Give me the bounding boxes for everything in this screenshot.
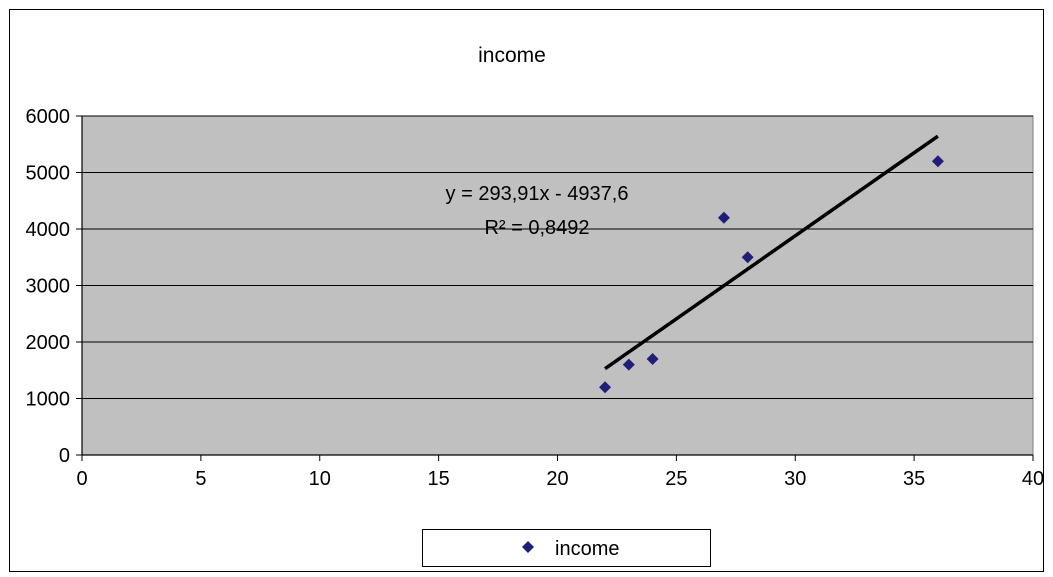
data-point-0-4: [741, 251, 754, 264]
legend-box: [422, 529, 711, 567]
data-point-0-2: [646, 352, 659, 365]
y-tick-label-6000: 6000: [26, 106, 71, 128]
y-tick-label-0: 0: [59, 445, 70, 467]
data-points: [599, 155, 944, 394]
data-point-0-1: [622, 358, 635, 371]
x-tick-label-40: 40: [1022, 468, 1044, 490]
x-tick-label-15: 15: [428, 468, 450, 490]
y-tick-label-1000: 1000: [26, 389, 71, 411]
legend-marker-diamond-icon: [522, 541, 534, 553]
x-tick-label-0: 0: [76, 468, 87, 490]
x-tick-label-5: 5: [195, 468, 206, 490]
data-point-0-3: [717, 211, 730, 224]
y-tick-label-3000: 3000: [26, 276, 71, 298]
x-tick-label-20: 20: [546, 468, 568, 490]
x-tick-label-30: 30: [784, 468, 806, 490]
x-tick-label-35: 35: [903, 468, 925, 490]
trendline-layer: [604, 134, 939, 371]
trendline-r2: R² = 0,8492: [484, 217, 589, 239]
trendline-equation: y = 293,91x - 4937,6: [446, 183, 629, 205]
chart-title: income: [478, 44, 546, 67]
gridlines: [82, 115, 1033, 399]
legend-label: income: [555, 538, 619, 560]
legend: income: [422, 529, 711, 567]
x-tick-label-10: 10: [309, 468, 331, 490]
data-point-0-5: [931, 155, 944, 168]
y-tick-label-2000: 2000: [26, 332, 71, 354]
trendline: [604, 134, 939, 371]
data-point-0-0: [599, 381, 612, 394]
x-tick-label-25: 25: [665, 468, 687, 490]
axes: 0 1000 2000 3000 4000 5000 6000 0 5 10 15 20 25 30 35 4…: [26, 106, 1045, 490]
y-tick-label-4000: 4000: [26, 219, 71, 241]
y-tick-label-5000: 5000: [26, 163, 71, 185]
